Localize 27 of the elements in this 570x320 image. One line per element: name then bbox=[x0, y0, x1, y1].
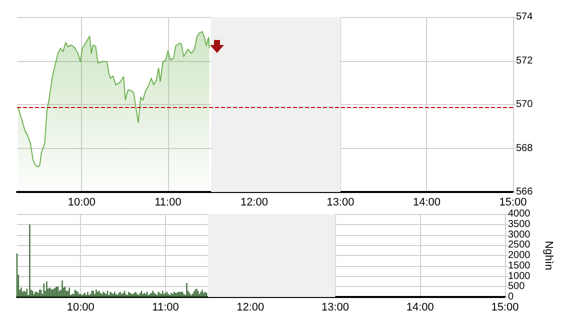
y-tick-label: 566 bbox=[516, 186, 534, 198]
x-tick-label: 11:00 bbox=[152, 302, 179, 314]
x-tick-label: 10:00 bbox=[68, 196, 96, 208]
y-tick-label: 2500 bbox=[508, 240, 531, 251]
y-tick-label: 574 bbox=[516, 12, 534, 22]
y-tick-label: 1000 bbox=[508, 270, 531, 282]
y-tick-label: 568 bbox=[516, 142, 534, 154]
x-tick-label: 14:00 bbox=[406, 302, 434, 314]
y-tick-label: 2000 bbox=[508, 250, 531, 261]
y-tick-label: 0 bbox=[508, 292, 514, 302]
x-tick-label: 15:00 bbox=[491, 302, 519, 314]
x-tick-label: 14:00 bbox=[412, 196, 441, 208]
y-tick-label: 1500 bbox=[508, 260, 531, 272]
y-axis-title: Nghìn bbox=[542, 240, 554, 270]
y-tick-label: 570 bbox=[516, 99, 534, 110]
x-tick-label: 15:00 bbox=[499, 196, 527, 208]
x-tick-label: 13:00 bbox=[321, 302, 350, 314]
y-tick-label: 3500 bbox=[508, 218, 531, 230]
y-tick-label: 4000 bbox=[508, 208, 531, 220]
x-tick-label: 13:00 bbox=[326, 196, 354, 208]
x-tick-label: 12:00 bbox=[240, 196, 268, 208]
y-tick-label: 572 bbox=[516, 55, 534, 66]
x-tick-label: 12:00 bbox=[236, 302, 264, 314]
x-tick-label: 10:00 bbox=[66, 302, 94, 314]
y-tick-label: 500 bbox=[508, 281, 526, 292]
y-tick-label: 3000 bbox=[508, 229, 531, 240]
x-tick-label: 11:00 bbox=[154, 196, 182, 208]
